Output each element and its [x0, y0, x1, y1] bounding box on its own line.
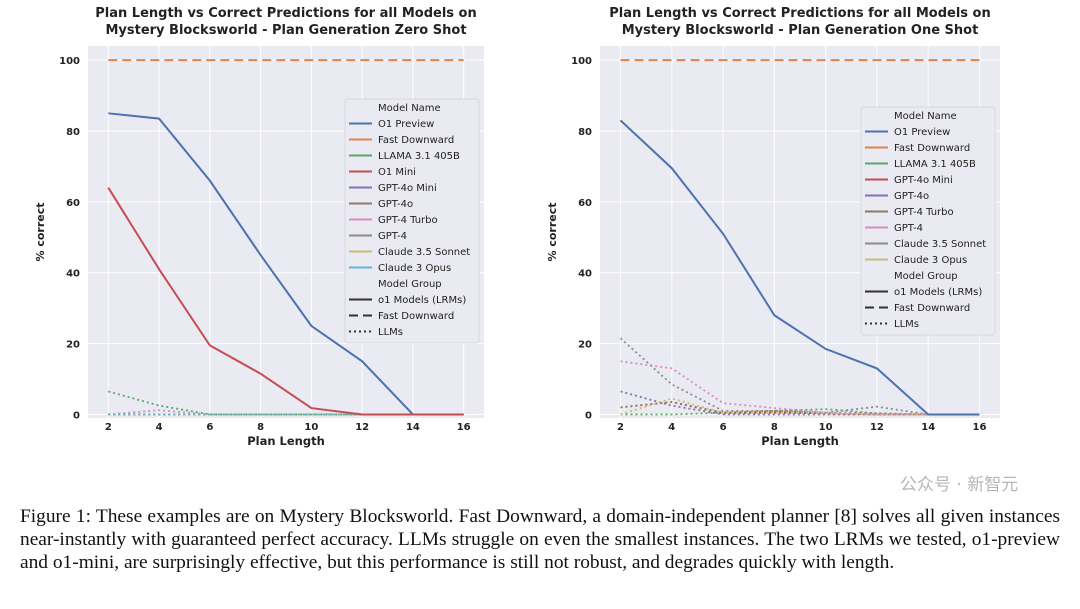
legend-entry: Claude 3 Opus: [894, 255, 967, 266]
chart-1: Plan Length vs Correct Predictions for a…: [34, 6, 484, 448]
legend: Model Name O1 Preview Fast Downward LLAMA 3…: [860, 106, 996, 336]
x-tick-label: 8: [257, 422, 264, 433]
x-tick-label: 6: [206, 422, 213, 433]
legend-entry: LLAMA 3.1 405B: [894, 159, 976, 170]
x-tick-label: 2: [105, 422, 112, 433]
y-tick-label: 40: [578, 269, 592, 280]
x-tick-label: 4: [668, 422, 675, 433]
legend-entry: Claude 3 Opus: [378, 263, 451, 274]
x-tick-label: 12: [870, 422, 884, 433]
y-tick-label: 20: [66, 340, 80, 351]
series-line-gpt-4: [620, 360, 980, 416]
legend-box: [344, 98, 480, 344]
legend-entry: GPT-4o: [894, 191, 929, 202]
legend-group-entry: o1 Models (LRMs): [894, 287, 982, 298]
x-tick-label: 14: [921, 422, 935, 433]
series-line-llama-3-1-405b: [108, 390, 464, 416]
legend: Model Name O1 Preview Fast Downward LLAMA 3…: [344, 98, 480, 344]
legend-entry: O1 Preview: [378, 119, 434, 130]
chart-title: Mystery Blocksworld - Plan Generation Ze…: [105, 23, 466, 38]
legend-title-groups: Model Group: [894, 271, 958, 282]
legend-entry: GPT-4o: [378, 199, 413, 210]
y-tick-label: 0: [73, 410, 80, 421]
y-tick-label: 40: [66, 269, 80, 280]
legend-entry: O1 Mini: [378, 167, 416, 178]
series-line-o1-mini: [107, 187, 464, 416]
legend-entry: GPT-4 Turbo: [894, 207, 954, 218]
x-tick-label: 16: [457, 422, 471, 433]
legend-group-entry: LLMs: [894, 319, 919, 330]
x-tick-label: 8: [771, 422, 778, 433]
x-tick-label: 10: [304, 422, 318, 433]
y-tick-label: 0: [585, 410, 592, 421]
legend-entry: Claude 3.5 Sonnet: [894, 239, 986, 250]
series-line-o1-preview: [108, 112, 464, 416]
legend-group-entry: Fast Downward: [378, 311, 454, 322]
y-tick-label: 100: [571, 56, 592, 67]
series-line-o1-preview: [619, 119, 980, 416]
y-tick-label: 60: [578, 198, 592, 209]
legend-entry: Claude 3.5 Sonnet: [378, 247, 470, 258]
y-tick-label: 80: [66, 127, 80, 138]
legend-entry: Fast Downward: [894, 143, 970, 154]
x-tick-label: 12: [355, 422, 369, 433]
y-tick-label: 100: [59, 56, 80, 67]
legend-box: [860, 106, 996, 336]
legend-title-models: Model Name: [894, 111, 957, 122]
figure-caption: Figure 1: These examples are on Mystery …: [20, 506, 1060, 573]
legend-entry: GPT-4o Mini: [894, 175, 953, 186]
chart-2: Plan Length vs Correct Predictions for a…: [546, 6, 1000, 448]
legend-entry: GPT-4: [378, 231, 407, 242]
legend-group-entry: o1 Models (LRMs): [378, 295, 466, 306]
watermark: 公众号 · 新智元: [900, 475, 1019, 495]
legend-entry: LLAMA 3.1 405B: [378, 151, 460, 162]
legend-title-models: Model Name: [378, 103, 441, 114]
y-tick-label: 80: [578, 127, 592, 138]
legend-group-entry: Fast Downward: [894, 303, 970, 314]
x-tick-label: 14: [406, 422, 420, 433]
y-tick-label: 20: [578, 340, 592, 351]
figure-charts: Plan Length vs Correct Predictions for a…: [34, 6, 1000, 448]
legend-entry: Fast Downward: [378, 135, 454, 146]
y-tick-label: 60: [66, 198, 80, 209]
chart-title: Plan Length vs Correct Predictions for a…: [95, 6, 476, 21]
x-tick-label: 16: [973, 422, 987, 433]
chart-title: Mystery Blocksworld - Plan Generation On…: [622, 23, 979, 38]
legend-group-entry: LLMs: [378, 327, 403, 338]
x-tick-label: 6: [720, 422, 727, 433]
x-tick-label: 4: [156, 422, 163, 433]
legend-entry: GPT-4 Turbo: [378, 215, 438, 226]
x-axis-label: Plan Length: [761, 434, 839, 448]
y-axis-label: % correct: [34, 202, 47, 261]
legend-title-groups: Model Group: [378, 279, 442, 290]
legend-entry: O1 Preview: [894, 127, 950, 138]
legend-entry: GPT-4: [894, 223, 923, 234]
x-tick-label: 10: [819, 422, 833, 433]
chart-title: Plan Length vs Correct Predictions for a…: [609, 6, 990, 21]
x-axis-label: Plan Length: [247, 434, 325, 448]
legend-entry: GPT-4o Mini: [378, 183, 437, 194]
x-tick-label: 2: [617, 422, 624, 433]
y-axis-label: % correct: [546, 202, 559, 261]
